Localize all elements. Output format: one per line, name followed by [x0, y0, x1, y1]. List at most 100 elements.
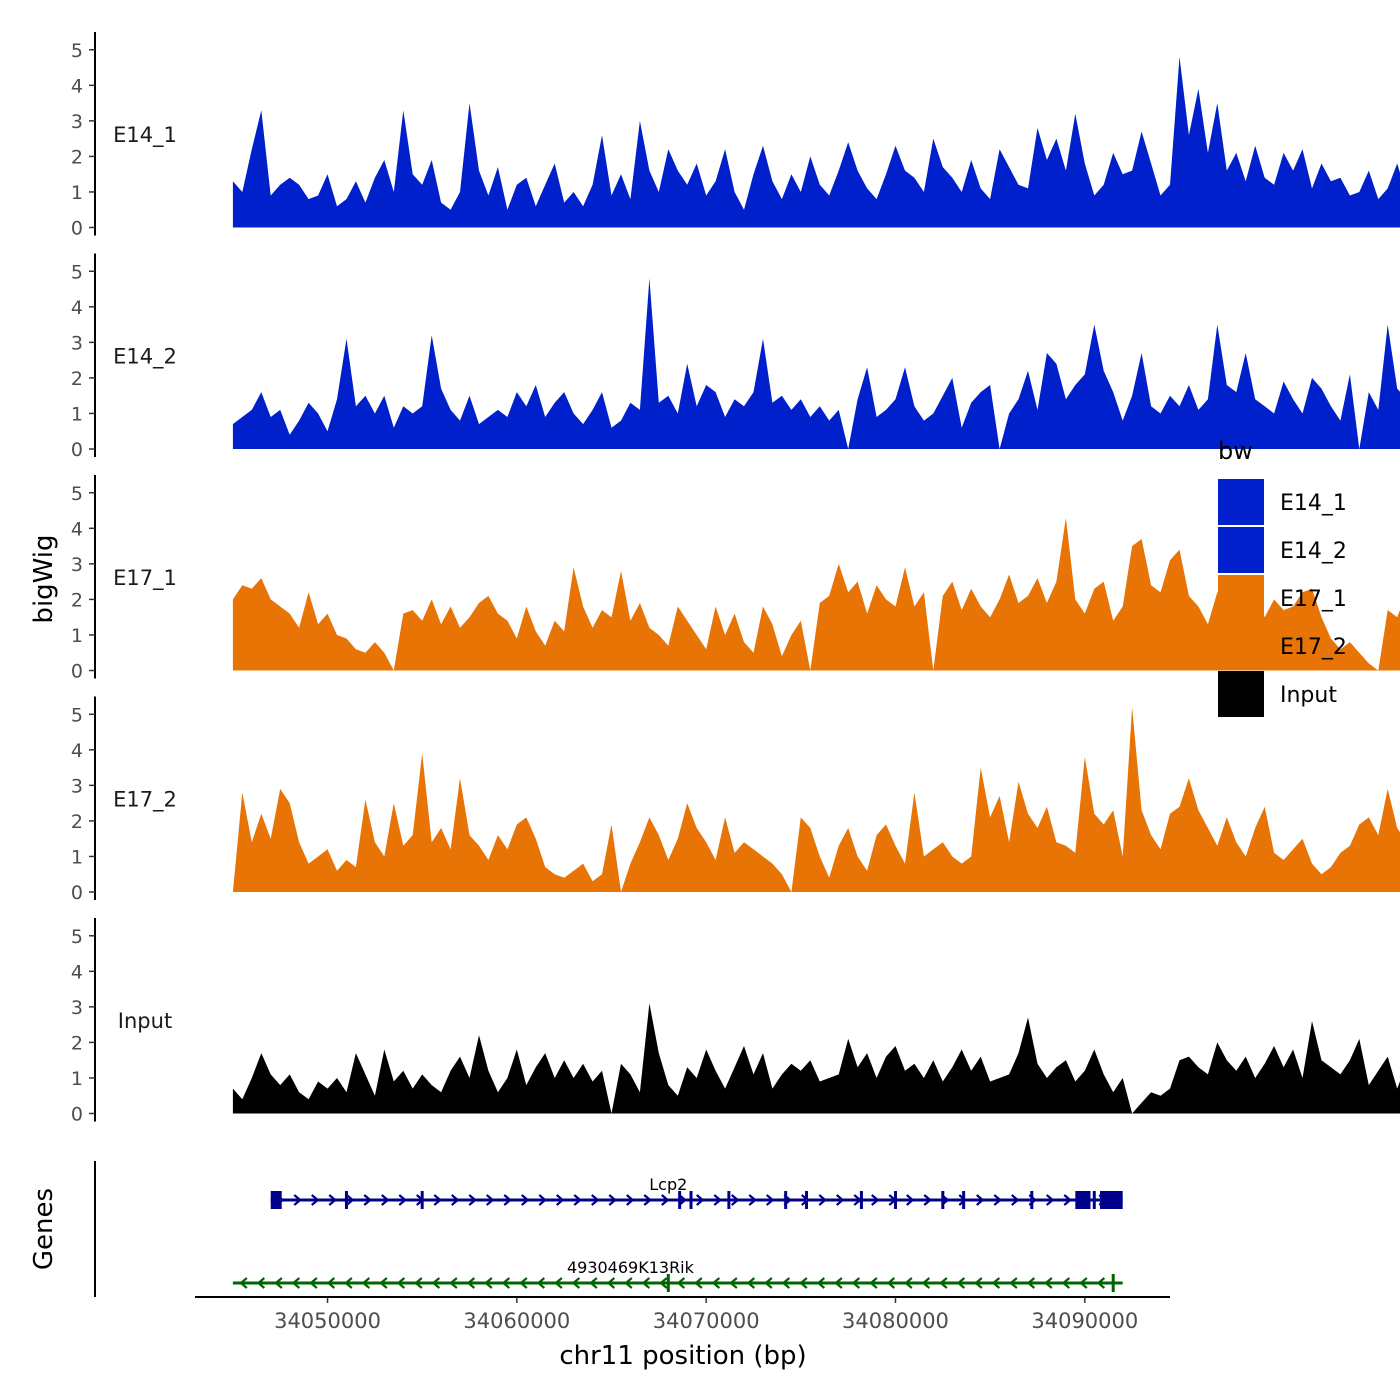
strand-arrow [1061, 1277, 1071, 1289]
strand-arrow [851, 1277, 861, 1289]
y-tick-label: 4 [71, 75, 83, 97]
strand-arrow [1096, 1277, 1106, 1289]
track-e14_2: 0 1 2 3 4 5 E14_2 [71, 253, 1400, 461]
legend-label: E17_1 [1280, 587, 1347, 612]
genes-panel: Genes Lcp2 4930469K13Rik [29, 1161, 1123, 1297]
exon [727, 1191, 731, 1209]
strand-arrow [731, 1194, 740, 1206]
exon [805, 1191, 809, 1209]
legend-swatch [1218, 527, 1264, 573]
strand-arrow [431, 1277, 441, 1289]
strand-arrow [291, 1277, 301, 1289]
strand-arrow [239, 1277, 248, 1289]
legend-swatch [1218, 575, 1264, 621]
strand-arrow [519, 1277, 528, 1289]
legend-label: E17_2 [1280, 635, 1347, 660]
track-label: E14_1 [113, 123, 177, 148]
strand-arrow [643, 1194, 652, 1206]
coverage-area-e14_2 [232, 278, 1400, 449]
bigwig-tracks: 0 1 2 3 4 5 E14_1 0 1 2 3 4 5 E14_2 0 1 2 3 4 5 E17_1 0 1 2 3 4 5 E… [71, 32, 1400, 1126]
legend-label: E14_1 [1280, 491, 1347, 516]
strand-arrow [976, 1194, 985, 1206]
strand-arrow [344, 1277, 353, 1289]
strand-arrow [956, 1277, 966, 1289]
exon [1030, 1191, 1034, 1209]
y-tick-label: 2 [71, 1032, 83, 1054]
y-tick-label: 4 [71, 740, 83, 762]
track-label: E17_2 [113, 788, 177, 813]
y-tick-label: 1 [71, 1068, 83, 1090]
strand-arrow [589, 1277, 598, 1289]
y-tick-label: 5 [71, 261, 83, 283]
legend-swatch [1218, 623, 1264, 669]
y-tick-label: 4 [71, 518, 83, 540]
strand-arrow [486, 1194, 495, 1206]
y-tick-label: 5 [71, 40, 83, 62]
strand-arrow [694, 1277, 703, 1289]
coverage-area-e17_1 [232, 517, 1400, 671]
strand-arrow [591, 1194, 600, 1206]
strand-arrow [293, 1194, 302, 1206]
y-tick-label: 1 [71, 182, 83, 204]
legend: bw E14_1 E14_2 E17_1 E17_2 Input [1218, 437, 1347, 717]
strand-arrow [256, 1277, 266, 1289]
strand-arrow [363, 1194, 372, 1206]
exon [962, 1191, 966, 1209]
y-tick-label: 2 [71, 368, 83, 390]
exon-block [1099, 1191, 1123, 1209]
strand-arrow [1063, 1194, 1072, 1206]
strand-arrow [556, 1194, 565, 1206]
strand-arrow [661, 1194, 670, 1206]
exon [420, 1191, 424, 1209]
coverage-area-e14_1 [232, 56, 1400, 228]
strand-arrow [521, 1194, 530, 1206]
y-tick-label: 5 [71, 926, 83, 948]
strand-arrow [451, 1194, 460, 1206]
strand-arrow [904, 1277, 913, 1289]
legend-label: E14_2 [1280, 539, 1347, 564]
x-axis: chr11 position (bp) 34050000 34060000 3407… [195, 1296, 1170, 1371]
strand-arrow [536, 1277, 546, 1289]
exon-block [1075, 1191, 1091, 1209]
track-e17_2: 0 1 2 3 4 5 E17_2 [71, 696, 1400, 904]
y-tick-label: 3 [71, 775, 83, 797]
strand-arrow [993, 1194, 1002, 1206]
strand-arrow [1044, 1277, 1053, 1289]
strand-arrow [746, 1277, 756, 1289]
strand-arrow [781, 1277, 791, 1289]
strand-arrow [309, 1277, 318, 1289]
y-tick-label: 4 [71, 297, 83, 319]
strand-arrow [886, 1277, 896, 1289]
strand-arrow [433, 1194, 442, 1206]
strand-arrow [1079, 1277, 1088, 1289]
strand-arrow [346, 1194, 355, 1206]
exon [893, 1191, 897, 1209]
strand-arrow [396, 1277, 406, 1289]
exon [689, 1191, 693, 1209]
y-tick-label: 2 [71, 146, 83, 168]
exon [1111, 1274, 1115, 1292]
strand-arrow [1026, 1277, 1036, 1289]
y-tick-label: 3 [71, 554, 83, 576]
strand-arrow [921, 1277, 931, 1289]
strand-arrow [799, 1277, 808, 1289]
x-tick-label: 34090000 [1031, 1309, 1138, 1333]
strand-arrow [766, 1194, 775, 1206]
strand-arrow [871, 1194, 880, 1206]
strand-arrow [869, 1277, 878, 1289]
strand-arrow [503, 1194, 512, 1206]
strand-arrow [764, 1277, 773, 1289]
gene-name: Lcp2 [649, 1175, 687, 1194]
gene-name: 4930469K13Rik [567, 1258, 695, 1277]
y-tick-label: 1 [71, 403, 83, 425]
y-tick-label: 0 [71, 439, 83, 461]
strand-arrow [361, 1277, 371, 1289]
track-label: E17_1 [113, 566, 177, 591]
strand-arrow [991, 1277, 1001, 1289]
y-tick-label: 2 [71, 589, 83, 611]
y-tick-label: 2 [71, 811, 83, 833]
legend-title: bw [1218, 437, 1253, 465]
strand-arrow [729, 1277, 738, 1289]
y-tick-label: 0 [71, 882, 83, 904]
